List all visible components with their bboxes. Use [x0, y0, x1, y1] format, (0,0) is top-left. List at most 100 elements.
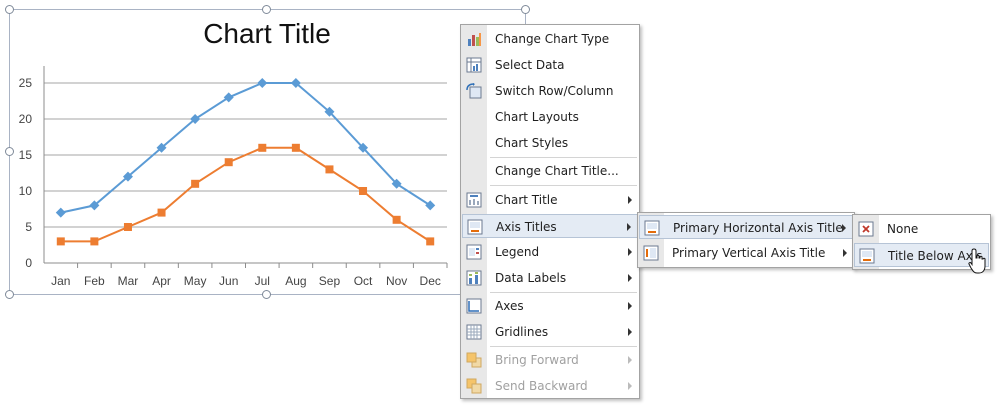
menu-item-legend[interactable]: Legend — [462, 240, 638, 264]
menu-item-label: Primary Horizontal Axis Title — [673, 221, 843, 235]
submenu-arrow-icon — [627, 223, 631, 231]
series-1-point[interactable] — [122, 171, 133, 182]
menu-item-label: Axis Titles — [496, 220, 557, 234]
menu-item-change-chart-type[interactable]: Change Chart Type — [462, 27, 638, 51]
resize-handle-top-right[interactable] — [521, 5, 530, 14]
submenu-arrow-icon — [628, 274, 632, 282]
submenu-arrow-icon — [628, 382, 632, 390]
series-1-point[interactable] — [190, 114, 201, 124]
series-1-point[interactable] — [257, 78, 268, 88]
menu-item-bring-forward: Bring Forward — [462, 348, 638, 372]
line-chart[interactable]: Chart Title 0 5 10 15 20 25 Jan Feb Mar Apr May Ju… — [0, 0, 530, 300]
menu-item-none[interactable]: None — [854, 217, 989, 241]
menu-item-send-backward: Send Backward — [462, 374, 638, 398]
x-tick-label: Jul — [255, 274, 270, 288]
menu-item-change-chart-title[interactable]: Change Chart Title... — [462, 159, 638, 183]
menu-item-label: Data Labels — [495, 271, 567, 285]
series-2-point[interactable] — [191, 179, 200, 188]
menu-item-label: Title Below Axis — [888, 249, 983, 263]
series-2-line[interactable] — [60, 146, 431, 243]
menu-item-chart-styles[interactable]: Chart Styles — [462, 131, 638, 155]
submenu-arrow-icon — [628, 248, 632, 256]
switch-row-column-icon — [466, 83, 482, 99]
series-2-point[interactable] — [258, 143, 267, 152]
series-1-point[interactable] — [223, 92, 234, 103]
series-1-point[interactable] — [425, 200, 436, 211]
menu-item-label: Change Chart Type — [495, 32, 610, 46]
x-tick-label: Dec — [420, 274, 441, 288]
menu-item-label: Chart Styles — [495, 136, 569, 150]
horizontal-axis-title-submenu: None Title Below Axis — [852, 214, 991, 270]
menu-item-axis-titles[interactable]: Axis Titles — [462, 214, 638, 238]
series-1-point[interactable] — [156, 142, 167, 153]
resize-handle-top-left[interactable] — [5, 5, 14, 14]
series-1-point[interactable] — [324, 106, 335, 117]
resize-handle-bottom-middle[interactable] — [262, 290, 271, 299]
menu-item-label: Bring Forward — [495, 353, 579, 367]
series-2-point[interactable] — [291, 143, 300, 152]
axis-titles-icon — [467, 219, 483, 235]
menu-item-data-labels[interactable]: Data Labels — [462, 266, 638, 290]
menu-separator — [490, 157, 637, 158]
series-1-point[interactable] — [358, 142, 369, 153]
menu-item-label: Primary Vertical Axis Title — [672, 246, 826, 260]
menu-item-gridlines[interactable]: Gridlines — [462, 320, 638, 344]
menu-item-label: Switch Row/Column — [495, 84, 614, 98]
title-below-axis-icon — [859, 248, 875, 264]
y-tick-label: 10 — [19, 184, 33, 198]
horizontal-axis-title-icon — [644, 220, 660, 236]
legend-icon — [466, 244, 482, 260]
series-1-point[interactable] — [391, 178, 402, 189]
chart-title[interactable]: Chart Title — [203, 18, 331, 49]
vertical-axis-title-icon — [643, 245, 659, 261]
menu-item-chart-title[interactable]: Chart Title — [462, 188, 638, 212]
series-1-point[interactable] — [290, 78, 301, 88]
series-2-point[interactable] — [123, 223, 132, 231]
chart-title-icon — [466, 192, 482, 208]
menu-item-chart-layouts[interactable]: Chart Layouts — [462, 105, 638, 129]
x-tick-label: Aug — [285, 274, 306, 288]
x-tick-label: Nov — [386, 274, 407, 288]
menu-item-primary-horizontal-axis-title[interactable]: Primary Horizontal Axis Title — [639, 215, 853, 239]
series-2-point[interactable] — [359, 187, 368, 195]
resize-handle-top-middle[interactable] — [262, 5, 271, 14]
x-tick-label: Jan — [51, 274, 70, 288]
menu-item-select-data[interactable]: Select Data — [462, 53, 638, 77]
hand-cursor-icon — [968, 248, 986, 274]
x-tick-label: Jun — [219, 274, 238, 288]
menu-separator — [490, 346, 637, 347]
menu-item-primary-vertical-axis-title[interactable]: Primary Vertical Axis Title — [639, 241, 853, 265]
axes-icon — [466, 298, 482, 314]
axis-titles-submenu: Primary Horizontal Axis Title Primary Ve… — [637, 212, 855, 268]
menu-item-axes[interactable]: Axes — [462, 294, 638, 318]
series-2-point[interactable] — [392, 215, 401, 224]
resize-handle-bottom-left[interactable] — [5, 290, 14, 299]
x-tick-label: May — [184, 274, 207, 288]
series-2-point[interactable] — [157, 208, 166, 217]
series-2-point[interactable] — [90, 237, 99, 246]
menu-item-label: Select Data — [495, 58, 565, 72]
series-1-line[interactable] — [60, 82, 431, 214]
series-1-point[interactable] — [89, 200, 100, 211]
menu-item-title-below-axis[interactable]: Title Below Axis — [854, 243, 989, 267]
menu-item-switch-row-column[interactable]: Switch Row/Column — [462, 79, 638, 103]
series-2-point[interactable] — [56, 237, 65, 246]
x-tick-label: Sep — [319, 274, 341, 288]
y-tick-label: 25 — [19, 76, 33, 90]
y-tick-label: 15 — [19, 148, 33, 162]
resize-handle-middle-left[interactable] — [5, 147, 14, 156]
submenu-arrow-icon — [628, 328, 632, 336]
x-tick-label: Oct — [354, 274, 373, 288]
submenu-arrow-icon — [842, 224, 846, 232]
submenu-arrow-icon — [628, 356, 632, 364]
chart-type-icon — [466, 31, 482, 47]
series-1-point[interactable] — [55, 207, 66, 218]
series-2-point[interactable] — [224, 158, 233, 167]
series-2-point[interactable] — [426, 237, 435, 246]
menu-separator — [490, 292, 637, 293]
series-2-point[interactable] — [325, 165, 334, 174]
x-tick-label: Apr — [152, 274, 171, 288]
menu-item-label: Send Backward — [495, 379, 588, 393]
submenu-arrow-icon — [843, 249, 847, 257]
menu-item-label: Axes — [495, 299, 524, 313]
